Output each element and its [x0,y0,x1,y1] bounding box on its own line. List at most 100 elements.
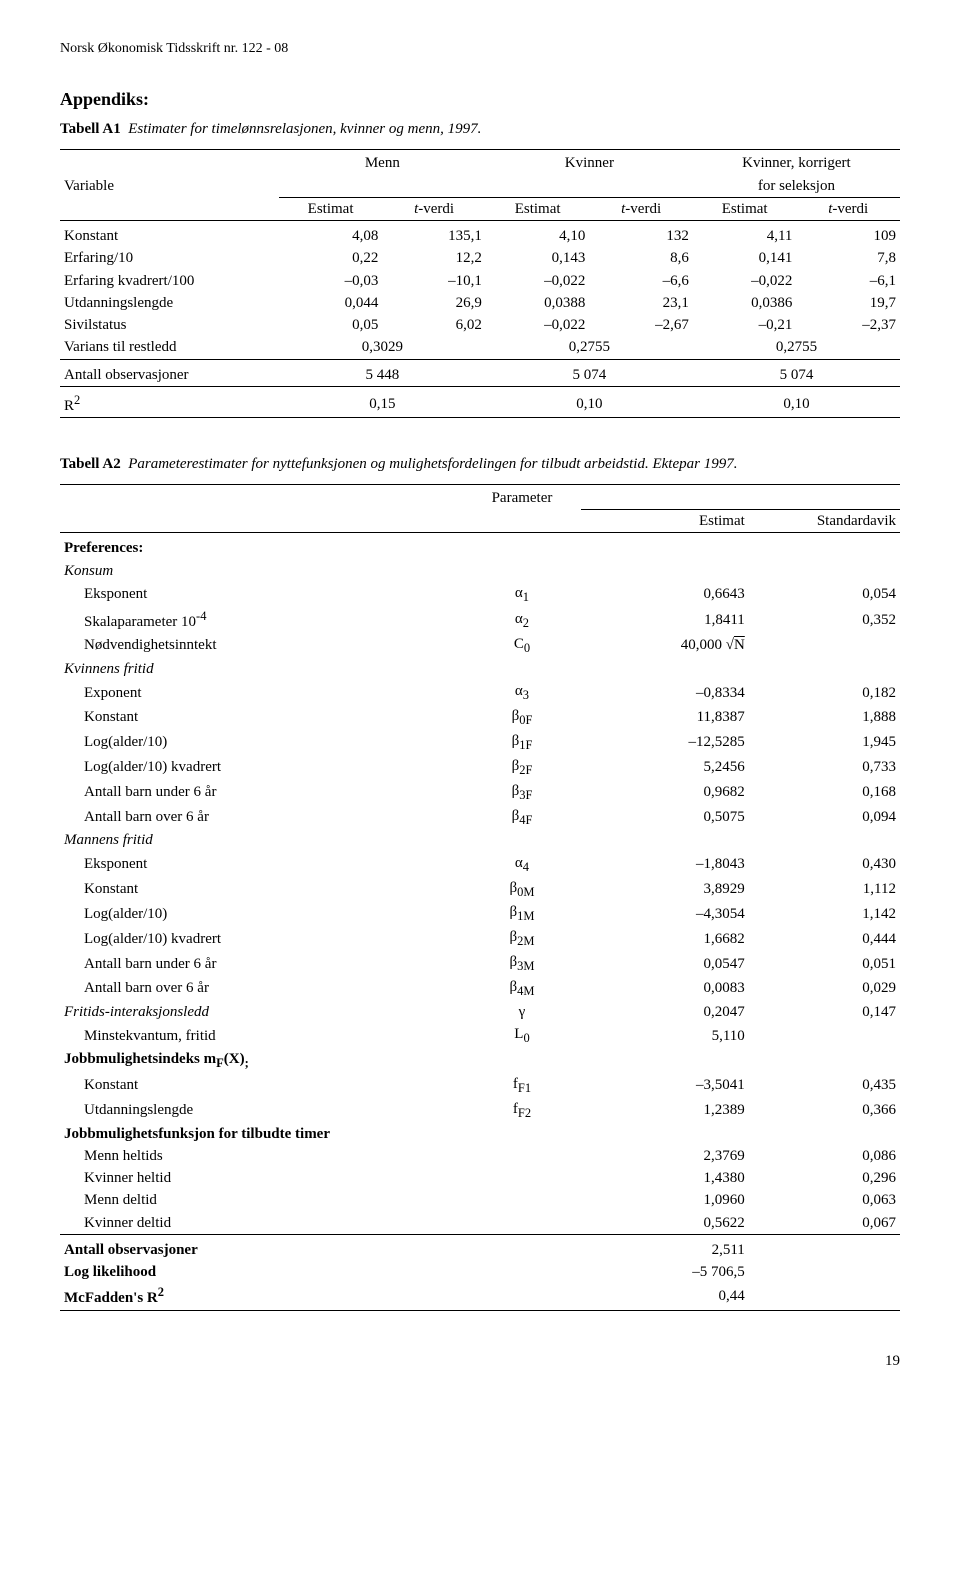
table-cell: –0,21 [693,314,797,336]
table-cell: 0,044 [279,292,383,314]
a1-group-kvinner: Kvinner [486,152,693,174]
footer-row-value: –5 706,5 [581,1261,749,1283]
table-a2-label: Tabell A2 [60,456,121,472]
table-a1-label: Tabell A1 [60,121,121,137]
a1-group-menn: Menn [279,152,486,174]
section-title: Konsum [60,560,463,582]
param-est: –4,3054 [581,901,749,926]
a1-col-t-2: t-verdi [589,197,693,220]
a1-obs-3: 5 074 [693,364,900,387]
param-est: 1,2389 [581,1098,749,1123]
a1-group-korr1: Kvinner, korrigert [693,152,900,174]
a1-group-korr2: for seleksjon [693,175,900,198]
a1-varians-3: 0,2755 [693,336,900,359]
section-title: Jobbmulighetsfunksjon for tilbudte timer [60,1123,463,1145]
param-name: Eksponent [60,582,463,607]
param-name: Eksponent [60,852,463,877]
a1-obs-1: 5 448 [279,364,486,387]
param-std: 0,352 [749,607,900,633]
page-number: 19 [60,1351,900,1371]
param-est: 5,2456 [581,755,749,780]
table-a2: Parameter Estimat Standardavik Preferenc… [60,484,900,1310]
param-symbol: β0M [463,877,581,902]
appendix-title: Appendiks: [60,87,900,111]
param-std: 0,086 [749,1145,900,1167]
a1-varians-name: Varians til restledd [60,336,279,359]
table-cell: –0,022 [486,314,590,336]
table-row-label: Utdanningslengde [60,292,279,314]
param-std: 0,296 [749,1167,900,1189]
table-cell: 0,0388 [486,292,590,314]
param-est: 1,0960 [581,1189,749,1211]
table-a1: Menn Kvinner Kvinner, korrigert Variable… [60,149,900,418]
param-est: 0,5622 [581,1212,749,1235]
param-symbol: fF1 [463,1073,581,1098]
a1-col-est-1: Estimat [279,197,383,220]
table-cell: 12,2 [382,247,486,269]
param-std: 0,435 [749,1073,900,1098]
param-est: –0,8334 [581,680,749,705]
table-cell: –2,37 [796,314,900,336]
param-symbol [463,1189,581,1211]
param-name: Menn heltids [60,1145,463,1167]
table-cell: 8,6 [589,247,693,269]
table-cell: 7,8 [796,247,900,269]
section-title: Jobbmulighetsindeks mF(X); [60,1048,463,1073]
param-symbol [463,1145,581,1167]
running-head: Norsk Økonomisk Tidsskrift nr. 122 - 08 [60,40,900,59]
table-cell: 0,22 [279,247,383,269]
param-std [749,633,900,658]
footer-row-label: Log likelihood [60,1261,463,1283]
param-name: Konstant [60,705,463,730]
param-std: 0,029 [749,976,900,1001]
param-symbol: β3F [463,780,581,805]
param-name: Konstant [60,1073,463,1098]
param-name: Antall barn under 6 år [60,951,463,976]
param-std: 0,067 [749,1212,900,1235]
param-name: Menn deltid [60,1189,463,1211]
table-row-label: Erfaring/10 [60,247,279,269]
a1-varians-1: 0,3029 [279,336,486,359]
table-cell: –0,03 [279,270,383,292]
param-est: 1,4380 [581,1167,749,1189]
param-name: Nødvendighetsinntekt [60,633,463,658]
table-cell: –0,022 [693,270,797,292]
param-std: 0,094 [749,805,900,830]
footer-row-value: 0,44 [581,1283,749,1310]
table-a1-caption: Tabell A1 Estimater for timelønnsrelasjo… [60,119,900,139]
a1-col-est-3: Estimat [693,197,797,220]
table-cell: 4,08 [279,225,383,247]
table-cell: –2,67 [589,314,693,336]
table-cell: –10,1 [382,270,486,292]
param-est: –12,5285 [581,730,749,755]
section-title: Kvinnens fritid [60,658,463,680]
param-symbol [463,1212,581,1235]
param-name: Skalaparameter 10-4 [60,607,463,633]
param-name: Antall barn over 6 år [60,805,463,830]
param-name: Exponent [60,680,463,705]
param-std: 0,063 [749,1189,900,1211]
a2-head-est: Estimat [581,510,749,533]
table-cell: 23,1 [589,292,693,314]
section-title: Mannens fritid [60,829,463,851]
param-std: 1,112 [749,877,900,902]
table-cell: 4,10 [486,225,590,247]
param-est: 0,2047 [581,1001,749,1023]
table-row-label: Erfaring kvadrert/100 [60,270,279,292]
param-name: Log(alder/10) kvadrert [60,755,463,780]
param-std: 0,147 [749,1001,900,1023]
param-name: Minstekvantum, fritid [60,1023,463,1048]
param-est: 2,3769 [581,1145,749,1167]
param-symbol: α3 [463,680,581,705]
table-cell: 6,02 [382,314,486,336]
param-symbol [463,1167,581,1189]
param-symbol: L0 [463,1023,581,1048]
table-cell: 4,11 [693,225,797,247]
param-est: 0,5075 [581,805,749,830]
param-est: 3,8929 [581,877,749,902]
table-a2-desc: Parameterestimater for nyttefunksjonen o… [128,456,737,472]
a1-r2-1: 0,15 [279,391,486,418]
table-cell: 26,9 [382,292,486,314]
param-symbol: β4M [463,976,581,1001]
param-symbol: fF2 [463,1098,581,1123]
